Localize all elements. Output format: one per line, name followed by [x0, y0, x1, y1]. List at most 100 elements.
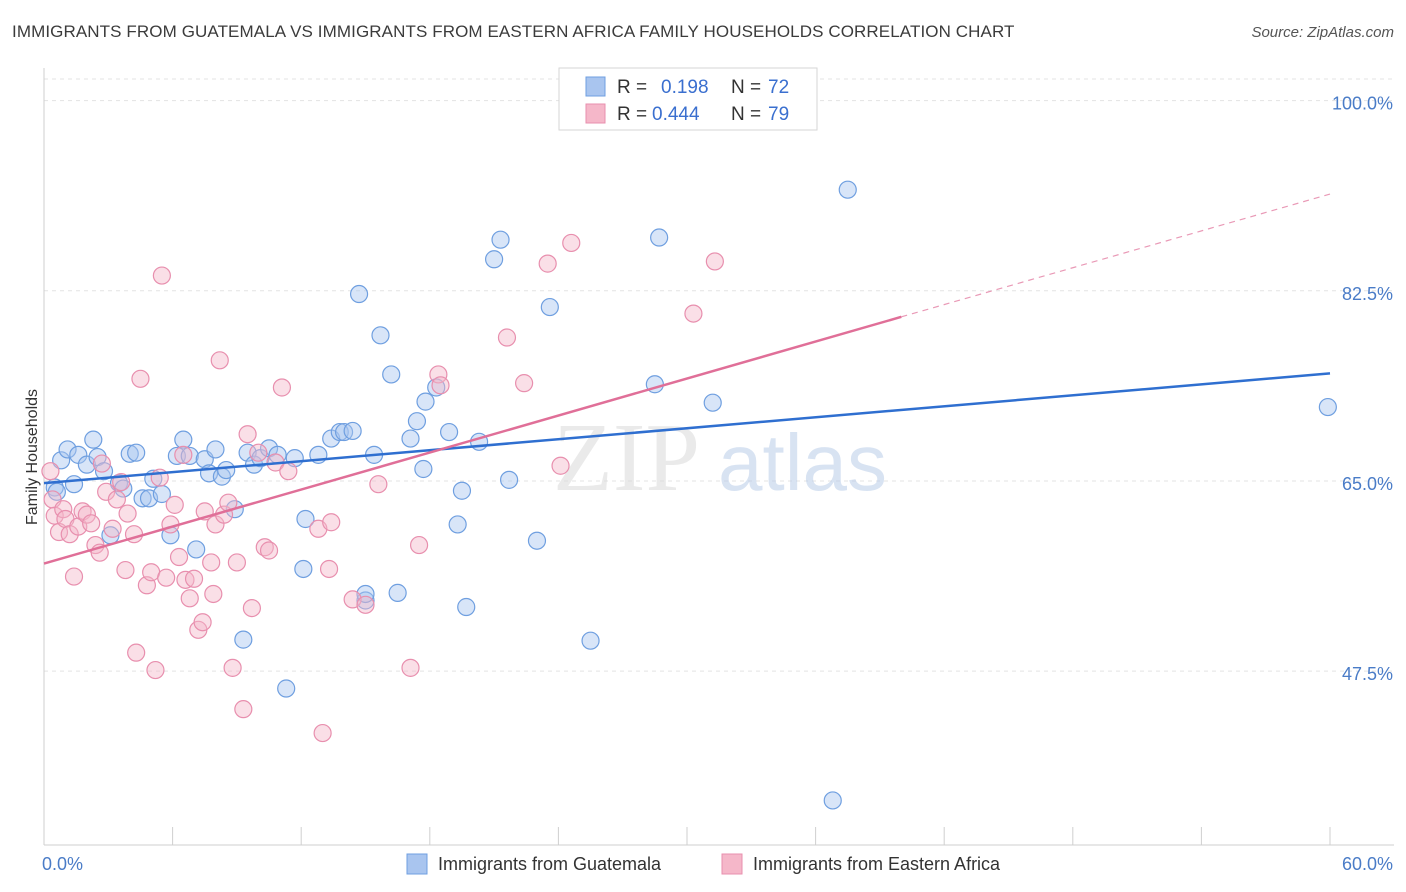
- data-point: [103, 519, 122, 538]
- data-point: [84, 430, 103, 449]
- trend-lines: [43, 193, 1331, 565]
- data-point: [401, 429, 420, 448]
- data-point: [349, 284, 369, 304]
- data-point: [272, 378, 292, 397]
- data-point: [296, 509, 315, 529]
- data-point: [180, 446, 199, 466]
- data-point: [319, 559, 339, 579]
- stats-swatch-guatemala: [585, 76, 606, 97]
- data-point: [131, 369, 150, 388]
- trend-line-eastern-africa: [43, 315, 902, 565]
- data-point: [1318, 397, 1337, 417]
- y-tick-label: 100.0%: [1332, 94, 1393, 114]
- data-point: [114, 479, 133, 498]
- data-point: [294, 559, 313, 579]
- data-point: [500, 470, 519, 489]
- data-point: [202, 553, 221, 572]
- data-point: [322, 513, 341, 532]
- legend: Immigrants from Guatemala Immigrants fro…: [406, 853, 1001, 875]
- grid-lines: [44, 78, 1394, 672]
- data-point: [551, 456, 570, 475]
- stats-box: R = 0.198 N = 72 R = 0.444 N = 79: [558, 67, 818, 131]
- data-point: [416, 392, 435, 411]
- data-point: [409, 535, 429, 555]
- data-point: [838, 180, 857, 199]
- data-point: [58, 440, 77, 459]
- data-point: [92, 454, 111, 473]
- x-tick-label: 60.0%: [1342, 854, 1393, 874]
- data-point: [77, 505, 96, 524]
- data-point: [497, 328, 517, 347]
- data-point: [41, 462, 60, 481]
- data-point: [234, 630, 253, 649]
- data-point: [538, 254, 557, 273]
- data-point: [187, 540, 206, 559]
- data-point: [167, 446, 186, 466]
- data-point: [146, 660, 165, 680]
- y-tick-label: 82.5%: [1342, 284, 1393, 304]
- stats-r-label-guatemala: R =: [617, 77, 647, 98]
- data-point: [152, 266, 171, 285]
- data-point: [238, 425, 257, 444]
- y-tick-label: 65.0%: [1342, 474, 1393, 494]
- data-point: [193, 613, 212, 632]
- data-point: [279, 462, 298, 481]
- y-tick-label: 47.5%: [1342, 664, 1393, 684]
- data-point: [210, 351, 229, 370]
- data-point: [515, 374, 534, 393]
- data-point: [356, 595, 375, 614]
- data-point: [330, 422, 349, 442]
- data-point: [227, 553, 246, 572]
- data-point: [127, 643, 146, 662]
- trend-line-guatemala: [43, 372, 1331, 485]
- stats-n-value-eastern-africa: 79: [768, 104, 789, 125]
- data-point: [382, 365, 401, 384]
- data-point: [401, 658, 420, 677]
- data-point: [388, 583, 407, 602]
- stats-r-label-eastern-africa: R =: [617, 104, 647, 125]
- legend-swatch-eastern-africa: [721, 853, 743, 875]
- legend-swatch-guatemala: [406, 853, 428, 875]
- data-point: [118, 504, 137, 523]
- stats-r-value-eastern-africa: 0.444: [652, 104, 700, 125]
- data-point: [107, 490, 126, 509]
- data-point: [242, 598, 262, 618]
- trend-line-eastern-africa-extension: [901, 193, 1331, 318]
- data-point: [650, 228, 669, 247]
- axes: [43, 68, 1394, 846]
- data-point: [234, 700, 253, 719]
- data-point: [204, 584, 223, 604]
- data-point: [431, 376, 450, 395]
- legend-label-eastern-africa: Immigrants from Eastern Africa: [753, 854, 1001, 874]
- data-point: [259, 541, 279, 560]
- data-point: [527, 531, 547, 550]
- data-point: [206, 440, 225, 459]
- chart-source: Source: ZipAtlas.com: [1251, 24, 1394, 41]
- x-tick-label: 0.0%: [42, 854, 83, 874]
- data-point: [165, 495, 184, 514]
- data-point: [823, 791, 842, 810]
- data-point: [277, 679, 296, 698]
- data-point: [703, 393, 722, 412]
- data-point: [64, 567, 84, 586]
- data-point: [581, 631, 600, 650]
- data-point: [180, 589, 199, 608]
- data-point: [684, 304, 703, 323]
- data-point: [540, 297, 559, 317]
- data-point: [174, 445, 193, 464]
- data-point: [452, 481, 472, 500]
- data-point: [407, 412, 427, 431]
- data-point: [169, 547, 189, 567]
- data-point: [217, 460, 236, 480]
- stats-swatch-eastern-africa: [585, 103, 606, 124]
- stats-n-label-eastern-africa: N =: [731, 104, 761, 125]
- data-point: [343, 421, 362, 441]
- x-tick-labels: 0.0% 60.0%: [42, 854, 1393, 874]
- y-tick-labels: 100.0% 82.5% 65.0% 47.5%: [1332, 94, 1393, 685]
- data-point: [133, 489, 152, 508]
- data-point: [184, 569, 204, 588]
- data-point: [249, 443, 268, 462]
- data-point: [448, 515, 467, 534]
- data-point: [371, 326, 390, 345]
